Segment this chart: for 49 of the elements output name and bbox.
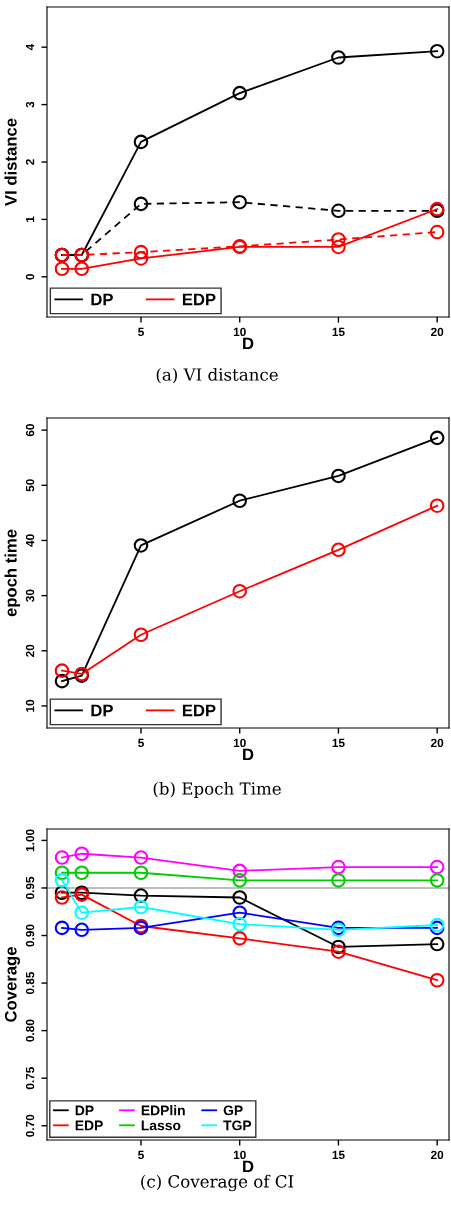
y-tick-label: 3 <box>25 101 35 108</box>
y-tick-label: 60 <box>25 424 35 437</box>
y-tick-label: 1.00 <box>25 829 35 852</box>
y-tick-label: 0 <box>25 274 35 280</box>
legend-label: Lasso <box>141 1120 181 1131</box>
legend-label: TGP <box>223 1120 252 1131</box>
x-tick-label: 15 <box>332 738 345 748</box>
y-axis-title: Coverage <box>4 947 21 1022</box>
x-tick-label: 5 <box>138 1150 144 1160</box>
legend-label: EDP <box>182 704 216 717</box>
x-tick-label: 15 <box>332 327 345 337</box>
x-axis-title: D <box>243 1160 254 1173</box>
legend-label: EDP <box>75 1120 103 1131</box>
x-tick-label: 15 <box>332 1150 345 1160</box>
text: (a) VI distance <box>156 367 278 384</box>
legend-label: DP <box>75 1105 94 1116</box>
x-tick-label: 10 <box>233 327 246 337</box>
legend-label: DP <box>91 293 113 306</box>
y-tick-label: 10 <box>25 699 35 712</box>
legend-label: DP <box>91 704 113 717</box>
y-tick-label: 2 <box>25 159 35 165</box>
y-tick-label: 30 <box>25 589 35 602</box>
y-tick-label: 50 <box>25 479 35 492</box>
y-tick-label: 0.90 <box>25 924 35 947</box>
legend-label: EDP <box>182 293 216 306</box>
x-tick-label: 5 <box>138 738 144 748</box>
legend-label: EDPlin <box>141 1105 185 1116</box>
y-axis-title: VI distance <box>4 118 17 206</box>
y-tick-label: 0.85 <box>25 971 35 995</box>
x-axis-title: D <box>243 337 254 350</box>
x-tick-label: 20 <box>431 738 444 748</box>
text: (c) Coverage of CI <box>141 1174 294 1192</box>
text: (b) Epoch Time <box>153 781 281 799</box>
legend-label: GP <box>223 1105 243 1116</box>
x-tick-label: 10 <box>233 738 246 748</box>
y-tick-label: 0.80 <box>25 1019 35 1042</box>
y-tick-label: 0.95 <box>25 876 35 899</box>
y-axis-title: epoch time <box>4 529 21 617</box>
y-tick-label: 0.75 <box>25 1067 35 1090</box>
y-tick-label: 1 <box>26 216 35 222</box>
x-tick-label: 20 <box>431 1150 444 1160</box>
x-tick-label: 5 <box>138 327 144 337</box>
y-tick-label: 20 <box>25 644 35 657</box>
y-tick-label: 4 <box>26 43 35 51</box>
x-tick-label: 10 <box>233 1150 246 1160</box>
x-tick-label: 20 <box>431 327 444 337</box>
y-tick-label: 40 <box>25 534 35 547</box>
x-axis-title: D <box>243 748 254 761</box>
y-tick-label: 0.70 <box>25 1114 35 1137</box>
